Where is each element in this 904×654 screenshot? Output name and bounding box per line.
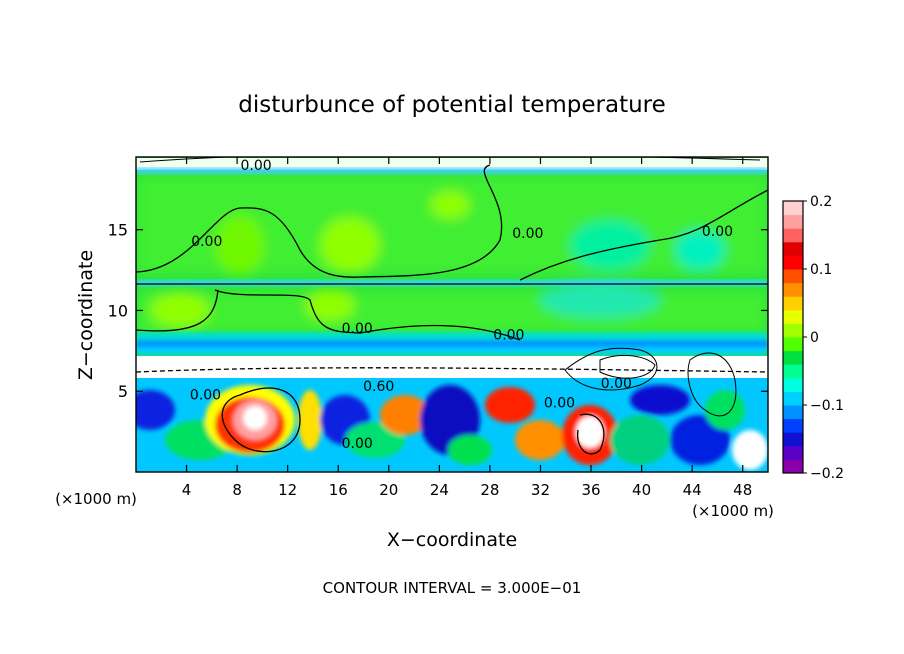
colorbar-swatch	[783, 432, 803, 447]
y-tick-label: 10	[108, 301, 128, 320]
contour-surface-vortex	[221, 387, 301, 453]
upper-field	[136, 175, 768, 335]
colorbar-swatch	[783, 377, 803, 392]
contour-label: 0.00	[493, 328, 524, 344]
y-tick-label: 15	[108, 221, 128, 240]
heatmap-field: 0.00 0.00 0.00 0.00 0.00 0.00 0.00 0.60 0.00 0.00…	[136, 157, 768, 472]
colorbar-swatch	[783, 323, 803, 338]
x-tick-label: 40	[632, 481, 651, 499]
y-axis: 5 10 15	[108, 221, 768, 401]
white-layer	[136, 356, 768, 378]
colorbar-tick-label: 0.1	[810, 262, 832, 278]
contour-label: 0.00	[702, 224, 733, 240]
contour-low-dashed	[136, 367, 768, 373]
plot-frame	[135, 156, 769, 473]
colorbar-tick-label: −0.1	[810, 398, 844, 414]
contour-label: 0.00	[601, 376, 632, 392]
x-tick-label: 16	[329, 481, 348, 499]
x-axis-label: X−coordinate	[387, 529, 517, 551]
contour-label: 0.00	[342, 436, 373, 452]
x-tick-label: 4	[182, 481, 192, 499]
contour-upper-dome	[136, 164, 503, 278]
contour-mid-left	[136, 289, 521, 341]
contour-interval-note: CONTOUR INTERVAL = 3.000E−01	[323, 579, 582, 597]
x-axis: 4 8 12 16 20 24 28 32 36 40 44 48	[182, 157, 752, 499]
x-tick-label: 44	[683, 481, 702, 499]
colorbar-swatch	[783, 241, 803, 256]
colorbar-swatch	[783, 269, 803, 284]
contour-labels: 0.00 0.00 0.00 0.00 0.00 0.00 0.00 0.60 0.00 0.00…	[190, 158, 733, 452]
contour-label: 0.00	[240, 158, 271, 174]
x-tick-label: 24	[430, 481, 449, 499]
contour-label: 0.00	[190, 387, 221, 403]
colorbar-swatch	[783, 364, 803, 379]
contour-upper-right	[519, 189, 768, 281]
x-tick-label: 32	[531, 481, 550, 499]
x-tick-label: 28	[480, 481, 499, 499]
colorbar-swatch	[783, 405, 803, 420]
contour-label: 0.00	[512, 226, 543, 242]
y-axis-label: Z−coordinate	[75, 250, 97, 380]
x-unit-left: (×1000 m)	[55, 490, 137, 508]
colorbar-tick-label: 0.2	[810, 194, 832, 210]
colorbar-swatch	[783, 255, 803, 270]
contour-label: 0.60	[363, 379, 394, 395]
x-unit-right: (×1000 m)	[692, 502, 774, 520]
colorbar-swatch	[783, 309, 803, 324]
colorbar-swatch	[783, 459, 803, 474]
colorbar-tick-label: −0.2	[810, 466, 844, 482]
colorbar-tick-label: 0	[810, 330, 819, 346]
colorbar-swatch	[783, 296, 803, 311]
colorbar-swatch	[783, 214, 803, 229]
contour-surface-vortex-2	[577, 413, 605, 455]
contour-lines	[136, 164, 768, 455]
colorbar-swatch	[783, 201, 803, 216]
colorbar-swatch	[783, 445, 803, 460]
tropopause-band	[136, 280, 768, 286]
colorbar-swatch	[783, 391, 803, 406]
x-tick-label: 48	[733, 481, 752, 499]
x-tick-label: 12	[278, 481, 297, 499]
colorbar-swatch	[783, 228, 803, 243]
boundary-layer	[136, 378, 768, 472]
contour-label: 0.00	[544, 395, 575, 411]
chart-title: disturbunce of potential temperature	[238, 92, 666, 118]
x-tick-label: 36	[581, 481, 600, 499]
contour-label: 0.00	[191, 234, 222, 250]
colorbar-swatch	[783, 282, 803, 297]
colorbar-swatch	[783, 337, 803, 352]
colorbar: 0.2 0.1 0 −0.1 −0.2	[782, 194, 844, 482]
contour-label: 0.00	[342, 321, 373, 337]
colorbar-swatch	[783, 350, 803, 365]
y-tick-label: 5	[118, 382, 128, 401]
x-tick-label: 8	[232, 481, 242, 499]
x-tick-label: 20	[379, 481, 398, 499]
colorbar-swatch	[783, 418, 803, 433]
stable-layer	[136, 332, 768, 355]
